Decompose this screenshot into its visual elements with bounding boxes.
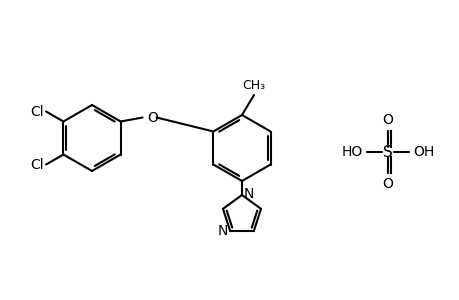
Text: CH₃: CH₃ xyxy=(242,79,265,92)
Text: O: O xyxy=(382,113,392,127)
Text: O: O xyxy=(382,177,392,191)
Text: HO: HO xyxy=(341,145,362,159)
Text: O: O xyxy=(147,110,158,124)
Text: S: S xyxy=(382,145,392,160)
Text: OH: OH xyxy=(412,145,433,159)
Text: Cl: Cl xyxy=(30,104,44,118)
Text: N: N xyxy=(218,224,228,238)
Text: N: N xyxy=(243,187,254,201)
Text: Cl: Cl xyxy=(30,158,44,172)
